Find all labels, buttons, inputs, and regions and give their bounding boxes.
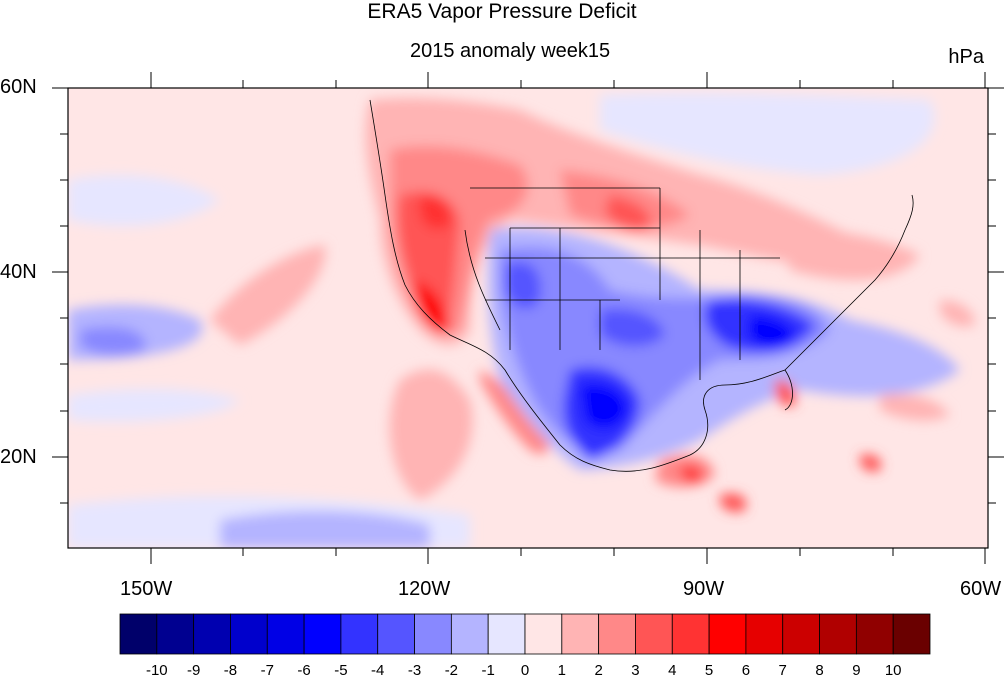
- colorbar-swatch: [156, 613, 195, 655]
- field-west-pos-4: [420, 194, 451, 230]
- colorbar-tick-label: 0: [520, 662, 530, 679]
- colorbar-swatch: [524, 613, 563, 655]
- colorbar-swatch: [561, 613, 600, 655]
- lon-label-120w: 120W: [398, 578, 451, 600]
- colorbar-swatch: [487, 613, 526, 655]
- colorbar-tick-label: 1: [557, 662, 566, 679]
- colorbar-swatch: [193, 613, 231, 655]
- colorbar-tick-label: 10: [884, 662, 902, 679]
- colorbar-tick-label: 9: [852, 662, 861, 679]
- colorbar-swatch: [745, 613, 784, 655]
- colorbar-swatch: [340, 613, 379, 655]
- colorbar-tick-label: 5: [704, 662, 714, 679]
- colorbar-swatch: [119, 613, 158, 655]
- field-southeast-neg-2: [748, 315, 795, 350]
- field-pac-neg-2: [80, 326, 146, 356]
- colorbar-tick-label: -2: [444, 662, 459, 679]
- colorbar-tick-label: -5: [334, 662, 348, 679]
- lon-label-90w: 90W: [683, 578, 725, 600]
- colorbar-tick-label: -9: [186, 662, 201, 679]
- colorbar-swatch: [303, 613, 342, 655]
- border-nv: [464, 229, 501, 331]
- colorbar-tick-label: 4: [668, 662, 677, 679]
- axis-ticks: [52, 72, 1004, 564]
- colorbar-swatch: [635, 613, 673, 655]
- field-npac-neg: [68, 175, 220, 226]
- colorbar-swatch: [892, 613, 931, 655]
- field-atl-pos-2: [940, 300, 975, 327]
- coast-east: [784, 194, 914, 371]
- state-borders: [470, 187, 780, 380]
- field-pac-neg-3: [68, 388, 240, 422]
- colorbar-tick-label: -3: [407, 662, 422, 679]
- field-texas-neg: [600, 308, 665, 347]
- field-pac-south-2: [220, 510, 430, 548]
- colorbar-swatch: [819, 613, 857, 655]
- field-colorado-neg: [505, 261, 541, 309]
- field-pac-pos-1: [210, 245, 326, 345]
- field-pac-pos-2: [389, 369, 473, 500]
- colorbar-swatch: [708, 613, 747, 655]
- plot-title: ERA5 Vapor Pressure Deficit: [367, 0, 637, 23]
- colorbar-swatch: [377, 613, 415, 655]
- colorbar-tick-label: -7: [260, 662, 274, 679]
- colorbar-swatch: [598, 613, 636, 655]
- lat-label-20n: 20N: [0, 446, 37, 468]
- colorbar-swatch: [450, 613, 489, 655]
- colorbar-tick-label: -6: [297, 662, 311, 679]
- colorbar-swatch: [855, 613, 894, 655]
- colorbar-tick-label: 6: [741, 662, 751, 679]
- lon-label-60w: 60W: [960, 578, 1002, 600]
- colorbar: [119, 613, 931, 655]
- colorbar-swatch: [230, 613, 268, 655]
- colorbar-tick-label: 2: [594, 662, 603, 679]
- field-calif-peak: [415, 280, 450, 334]
- colorbar-swatch: [266, 613, 305, 655]
- field-plains-pos-2: [605, 195, 651, 231]
- field-atl-pos: [880, 393, 950, 421]
- field-baja-pos: [480, 370, 550, 454]
- colorbar-swatch: [782, 613, 820, 655]
- field-florida-pos: [775, 379, 796, 407]
- coastlines: [369, 99, 914, 472]
- field-caribbean-pos: [720, 493, 747, 513]
- colorbar-tick-label: 3: [631, 662, 640, 679]
- colorbar-tick-label: 8: [815, 662, 824, 679]
- coast-west: [369, 99, 793, 472]
- field-caribbean-pos-2: [860, 454, 882, 472]
- field-gulf-pos-2: [680, 465, 703, 483]
- anomaly-field: [68, 88, 988, 548]
- colorbar-tick-label: -1: [481, 662, 495, 679]
- lat-label-60n: 60N: [0, 76, 37, 98]
- colorbar-tick-label: 7: [778, 662, 787, 679]
- colorbar-tick-label: -10: [145, 662, 168, 679]
- colorbar-tick-label: -8: [223, 662, 238, 679]
- units-label: hPa: [948, 46, 984, 68]
- field-mexico-neg-2: [580, 383, 628, 429]
- lon-label-150w: 150W: [120, 578, 173, 600]
- colorbar-swatch: [671, 613, 710, 655]
- field-canada-neg: [600, 92, 935, 175]
- colorbar-swatch: [414, 613, 452, 655]
- lat-label-40n: 40N: [0, 261, 37, 283]
- plot-subtitle: 2015 anomaly week15: [410, 40, 611, 62]
- colorbar-tick-label: -4: [371, 662, 385, 679]
